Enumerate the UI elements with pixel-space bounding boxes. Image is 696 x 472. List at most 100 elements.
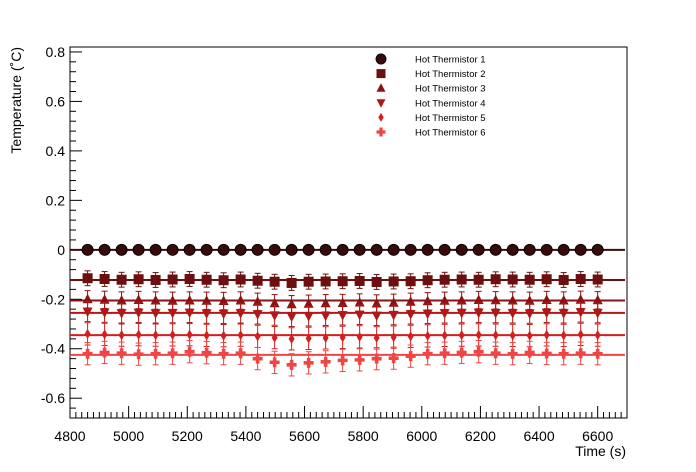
data-point [378, 112, 384, 122]
data-point [558, 348, 569, 359]
data-point [150, 309, 161, 319]
data-point [303, 298, 314, 308]
data-point [507, 309, 518, 319]
data-point [115, 243, 128, 256]
data-point [82, 348, 93, 359]
data-point [388, 310, 399, 321]
data-point [116, 274, 127, 285]
data-point [473, 346, 484, 357]
x-tick-label: 5200 [172, 428, 203, 444]
data-point [116, 348, 127, 359]
data-point [286, 359, 297, 370]
data-point [388, 297, 399, 307]
data-point [99, 308, 110, 318]
data-point [303, 312, 314, 322]
data-point [235, 348, 246, 359]
data-point [456, 295, 467, 305]
data-point [390, 332, 397, 343]
data-point [167, 348, 178, 359]
legend-label: Hot Thermistor 1 [415, 55, 486, 66]
data-point [472, 243, 485, 256]
data-point [82, 307, 93, 318]
data-point [184, 295, 195, 305]
data-point [150, 295, 161, 305]
data-point [303, 276, 314, 287]
data-point [594, 330, 601, 341]
data-point [184, 308, 195, 319]
data-point [184, 346, 195, 357]
data-point [404, 243, 417, 256]
data-point [376, 99, 386, 108]
data-point [101, 329, 108, 340]
data-point [339, 332, 346, 343]
data-point [116, 295, 127, 305]
data-point [439, 348, 450, 359]
data-point [303, 357, 314, 368]
data-point [201, 309, 212, 319]
data-point [235, 309, 246, 319]
data-point [235, 274, 246, 285]
data-point [99, 294, 110, 304]
data-point [319, 243, 332, 256]
y-tick-label: 0.8 [46, 44, 66, 60]
data-point [371, 276, 382, 287]
data-point [387, 243, 400, 256]
data-point [489, 243, 502, 256]
data-point [473, 294, 484, 305]
data-point [541, 294, 552, 305]
data-point [506, 243, 519, 256]
data-point [541, 308, 552, 319]
data-point [560, 330, 567, 341]
data-point [183, 243, 196, 256]
data-point [507, 348, 518, 359]
data-point [133, 294, 144, 305]
data-point [371, 297, 382, 308]
data-point [558, 274, 569, 285]
data-point [507, 295, 518, 305]
data-point [82, 293, 93, 304]
data-point [490, 348, 501, 359]
data-point [523, 243, 536, 256]
y-tick-label: 0 [57, 242, 65, 258]
y-tick-label: 0.4 [46, 143, 66, 159]
data-point [456, 274, 467, 285]
data-point [99, 347, 110, 358]
data-point [473, 308, 484, 319]
data-point [203, 330, 210, 341]
data-point [322, 332, 329, 343]
data-point [305, 333, 312, 344]
data-point [441, 330, 448, 341]
data-point [405, 351, 416, 362]
x-tick-label: 5000 [113, 428, 144, 444]
data-point [439, 274, 450, 285]
data-point [186, 329, 193, 340]
y-tick-label: 0.6 [46, 93, 66, 109]
legend-label: Hot Thermistor 5 [415, 113, 486, 124]
data-point [201, 295, 212, 305]
data-point [405, 310, 416, 320]
data-point [116, 309, 127, 319]
data-point [152, 330, 159, 341]
x-tick-label: 6400 [523, 428, 554, 444]
data-point [269, 297, 280, 308]
data-point [167, 274, 178, 285]
data-point [218, 309, 229, 320]
data-point [269, 357, 280, 368]
data-point [337, 297, 348, 307]
data-point [376, 127, 386, 137]
data-point [320, 297, 331, 308]
data-point [388, 276, 399, 287]
data-point [218, 295, 229, 306]
data-point [524, 274, 535, 285]
data-point [286, 312, 297, 323]
data-point [492, 330, 499, 341]
data-point [456, 308, 467, 319]
data-point [592, 348, 603, 359]
data-point [524, 295, 535, 305]
data-point [422, 309, 433, 320]
data-point [200, 243, 213, 256]
data-point [201, 347, 212, 358]
data-point [235, 295, 246, 305]
data-point [84, 328, 91, 339]
data-point [507, 274, 518, 285]
